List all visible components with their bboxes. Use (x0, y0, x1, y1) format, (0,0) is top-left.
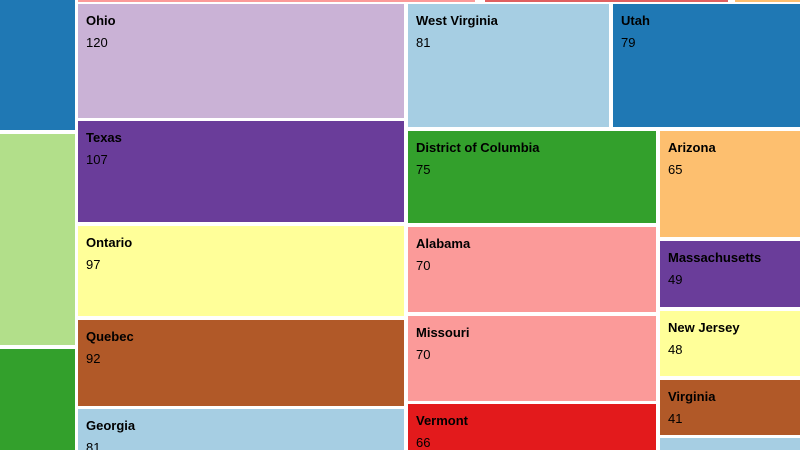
cell-label: Alabama (416, 236, 471, 251)
cell-label: District of Columbia (416, 140, 540, 155)
treemap-cell: West Virginia 81 (408, 4, 609, 127)
cell-label: New Jersey (668, 320, 740, 335)
cell-value: 107 (86, 152, 108, 167)
cell-value: 97 (86, 257, 101, 272)
cell-label: Massachusetts (668, 250, 762, 265)
treemap-cell: Georgia 81 (78, 409, 404, 450)
treemap-cell: Texas 107 (78, 121, 404, 222)
treemap-cell (78, 0, 475, 2)
cell-value: 81 (86, 440, 101, 450)
treemap-cell: Ohio 120 (78, 4, 404, 118)
cell-label: West Virginia (416, 13, 498, 28)
treemap-cell: Alabama 70 (408, 227, 656, 312)
cell-label: Vermont (416, 413, 469, 428)
cell-label: Texas (86, 130, 122, 145)
cell-value: 92 (86, 351, 101, 366)
treemap-cell (0, 349, 75, 450)
treemap-cell: Utah 79 (613, 4, 800, 127)
treemap-cell: Quebec 92 (78, 320, 404, 406)
cell-label: Georgia (86, 418, 136, 433)
treemap-cell: Missouri 70 (408, 316, 656, 401)
cell-value: 79 (621, 35, 636, 50)
treemap-cell: Arizona 65 (660, 131, 800, 237)
cell-label: Quebec (86, 329, 134, 344)
treemap-cell: Virginia 41 (660, 380, 800, 435)
cell-label: Ontario (86, 235, 133, 250)
treemap-cell (660, 438, 800, 450)
treemap-cell: Massachusetts 49 (660, 241, 800, 307)
cell-value: 49 (668, 272, 683, 287)
cell-label: Ohio (86, 13, 116, 28)
cell-value: 120 (86, 35, 108, 50)
treemap-cell (0, 134, 75, 345)
cell-value: 70 (416, 347, 431, 362)
cell-value: 65 (668, 162, 683, 177)
cell-label: Missouri (416, 325, 470, 340)
cell-value: 48 (668, 342, 683, 357)
cell-value: 81 (416, 35, 431, 50)
treemap-cell: Ontario 97 (78, 226, 404, 316)
cell-value: 41 (668, 411, 683, 426)
cell-label: Arizona (668, 140, 716, 155)
treemap-cell (735, 0, 800, 2)
cell-label: Virginia (668, 389, 716, 404)
treemap-cell (485, 0, 728, 2)
treemap-cell (0, 0, 75, 130)
treemap-cell: Vermont 66 (408, 404, 656, 450)
cell-label: Utah (621, 13, 650, 28)
cell-value: 75 (416, 162, 431, 177)
treemap-cell: District of Columbia 75 (408, 131, 656, 223)
cell-value: 70 (416, 258, 431, 273)
treemap-cell: New Jersey 48 (660, 311, 800, 376)
cell-value: 66 (416, 435, 431, 450)
